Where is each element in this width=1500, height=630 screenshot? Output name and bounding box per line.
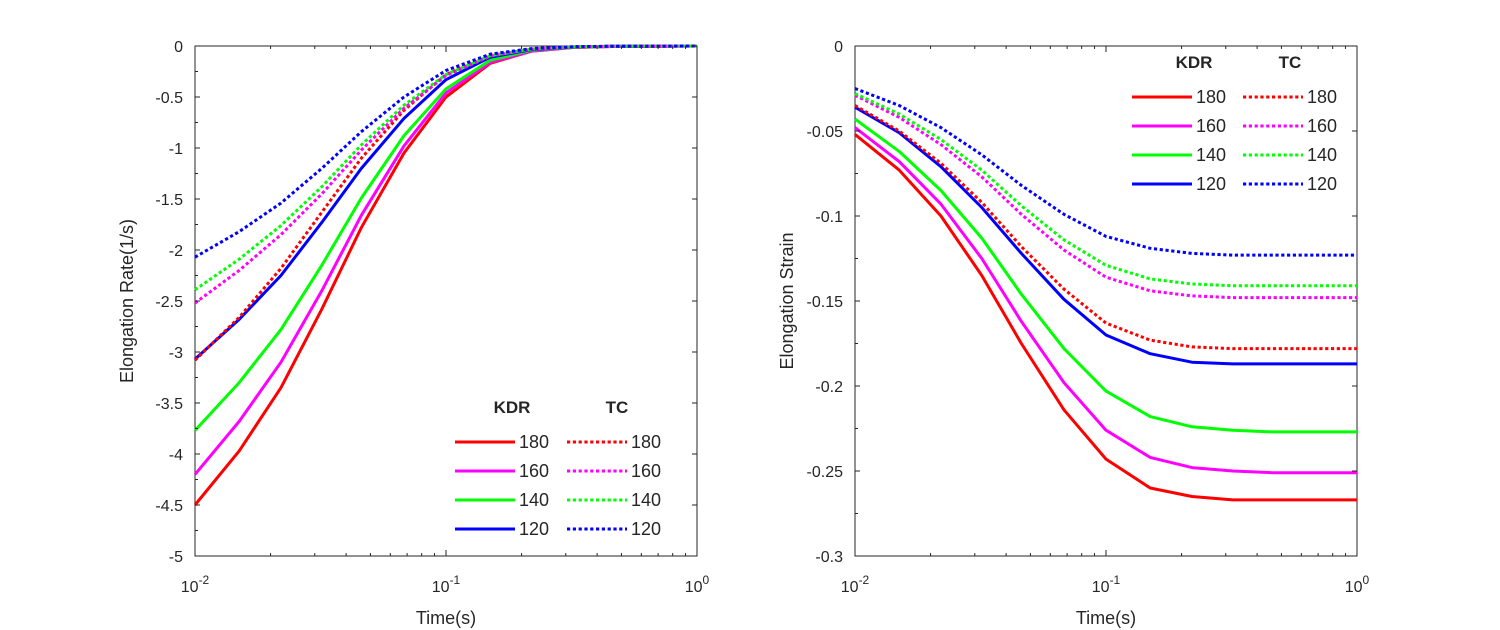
legend-label-tc-160: 160 [631,461,661,481]
x-tick-exponent: -1 [450,573,461,587]
legend-header-kdr: KDR [1176,53,1213,72]
chart-elongation-strain: 0-0.05-0.1-0.15-0.2-0.25-0.310-2 10-1 100T… [777,39,1370,628]
y-tick-label: 0 [174,39,183,56]
x-tick-base: 10 [1092,579,1110,596]
plot-area [854,45,1358,557]
y-tick-label: -0.25 [807,464,844,481]
series-line-kdr-180 [854,133,1357,502]
x-tick-exponent: -1 [1110,573,1121,587]
y-tick-label: -3 [169,345,183,362]
y-tick-label: -2 [169,243,183,260]
x-tick-base: 10 [685,579,703,596]
y-tick-label: -4 [169,447,183,464]
series-group [854,87,1357,502]
legend: KDR TC 180 180 160 160 140 140 120 120 [1132,53,1337,194]
x-tick-exponent: -2 [199,573,210,587]
legend-label-tc-180: 180 [1307,87,1337,107]
x-tick-exponent: 0 [703,573,710,587]
plot-area [194,45,698,557]
legend-label-kdr-160: 160 [1196,116,1226,136]
x-tick-base: 10 [432,579,450,596]
x-tick-base: 10 [1345,579,1363,596]
y-axis-label: Elongation Strain [777,232,797,369]
legend-label-kdr-180: 180 [1196,87,1226,107]
x-tick-base: 10 [841,579,859,596]
series-line-kdr-140 [854,117,1357,434]
x-tick-label: 10-1 [1092,573,1121,596]
y-tick-label: -0.2 [815,379,843,396]
x-tick-label: 10-2 [181,573,210,596]
y-tick-label: -0.1 [815,209,843,226]
legend-header-tc: TC [606,398,629,417]
x-axis-label: Time(s) [416,608,476,628]
legend-label-tc-140: 140 [1307,145,1337,165]
series-line-kdr-120 [854,105,1357,366]
legend-label-tc-120: 120 [1307,174,1337,194]
legend-label-kdr-160: 160 [519,461,549,481]
legend-label-kdr-140: 140 [1196,145,1226,165]
series-line-tc-140 [194,44,698,292]
legend-label-kdr-140: 140 [519,490,549,510]
x-tick-exponent: 0 [1363,573,1370,587]
series-group [193,44,698,506]
y-tick-label: -1.5 [155,192,183,209]
y-tick-label: -1 [169,141,183,158]
series-line-tc-120 [194,44,698,259]
x-tick-label: 100 [1345,573,1370,596]
legend-label-tc-140: 140 [631,490,661,510]
legend-label-tc-160: 160 [1307,116,1337,136]
y-tick-label: -0.5 [155,90,183,107]
y-tick-label: -0.3 [815,549,843,566]
x-axis-label: Time(s) [1076,608,1136,628]
legend-label-tc-180: 180 [631,432,661,452]
y-tick-label: -2.5 [155,294,183,311]
series-line-tc-120 [854,87,1357,257]
chart-elongation-rate: 0-0.5-1-1.5-2-2.5-3-3.5-4-4.5-510-2 10-1 1… [117,39,710,628]
legend-label-kdr-120: 120 [1196,174,1226,194]
legend-header-tc: TC [1279,53,1302,72]
series-line-tc-160 [854,93,1357,300]
x-tick-label: 10-1 [432,573,461,596]
y-tick-label: -5 [169,549,183,566]
legend-label-kdr-120: 120 [519,519,549,539]
y-tick-label: 0 [834,39,843,56]
legend-label-kdr-180: 180 [519,432,549,452]
legend-header-kdr: KDR [494,398,531,417]
y-axis-label: Elongation Rate(1/s) [117,219,137,383]
series-line-kdr-160 [854,126,1357,475]
legend-label-tc-120: 120 [631,519,661,539]
y-tick-label: -4.5 [155,498,183,515]
x-tick-base: 10 [181,579,199,596]
x-tick-label: 10-2 [841,573,870,596]
y-tick-label: -0.05 [807,124,844,141]
y-tick-label: -0.15 [807,294,844,311]
x-tick-label: 100 [685,573,710,596]
y-tick-label: -3.5 [155,396,183,413]
x-tick-exponent: -2 [859,573,870,587]
